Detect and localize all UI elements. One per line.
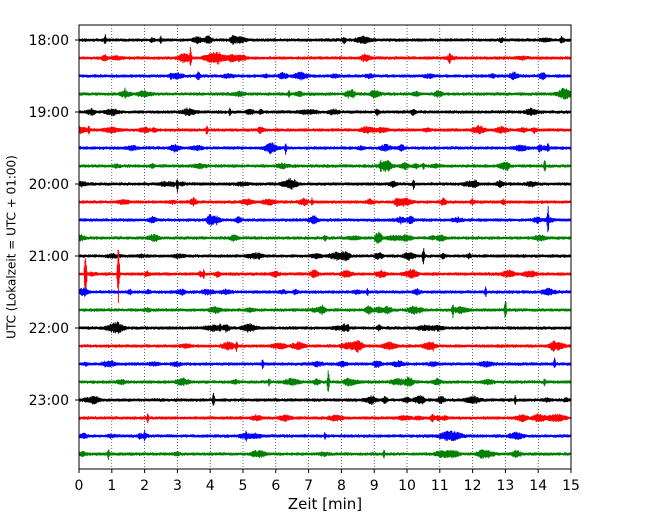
x-tick-label: 12 [464, 478, 482, 494]
trace-2215 [78, 340, 572, 353]
trace-2130 [78, 286, 572, 297]
trace-2100 [78, 248, 572, 265]
x-tick-label: 5 [239, 478, 248, 494]
x-tick-label: 11 [431, 478, 449, 494]
trace-2115 [78, 249, 572, 304]
trace-1815 [78, 46, 572, 66]
y-tick-label: 19:00 [29, 105, 69, 121]
vertical-gridlines [111, 25, 539, 469]
trace-1845 [78, 87, 572, 100]
trace-2045 [78, 231, 572, 244]
trace-1930 [78, 142, 572, 155]
trace-2030 [78, 206, 572, 233]
trace-2145 [78, 301, 572, 319]
x-tick-label: 2 [140, 478, 149, 494]
x-tick-label: 8 [337, 478, 346, 494]
trace-2015 [78, 197, 572, 207]
seismogram-traces [78, 34, 572, 461]
y-axis-ticks: 18:00 19:00 20:00 21:00 22:00 23:00 [29, 33, 79, 409]
trace-1800 [78, 34, 572, 45]
x-tick-label: 6 [271, 478, 280, 494]
trace-2230 [78, 357, 572, 370]
trace-2245 [78, 370, 572, 392]
trace-2345 [78, 449, 572, 461]
y-tick-label: 21:00 [29, 249, 69, 265]
y-tick-label: 22:00 [29, 321, 69, 337]
y-tick-label: 20:00 [29, 177, 69, 193]
trace-2330 [78, 429, 572, 442]
trace-1945 [78, 159, 572, 173]
trace-1830 [78, 71, 572, 81]
y-axis-title: UTC (Lokalzeit = UTC + 01:00) [5, 155, 19, 339]
trace-2000 [78, 177, 572, 193]
x-tick-label: 3 [173, 478, 182, 494]
plot-frame [78, 24, 572, 470]
x-tick-label: 7 [304, 478, 313, 494]
trace-2200 [78, 321, 572, 334]
y-tick-label: 23:00 [29, 393, 69, 409]
x-tick-label: 0 [75, 478, 84, 494]
x-axis-ticks: 0 1 2 3 4 5 6 7 8 9 10 11 12 13 14 15 [75, 469, 580, 494]
x-axis-title: Zeit [min] [288, 495, 362, 513]
x-tick-label: 9 [370, 478, 379, 494]
x-tick-label: 14 [529, 478, 547, 494]
x-tick-label: 13 [496, 478, 514, 494]
trace-2300 [78, 392, 572, 406]
x-tick-label: 4 [206, 478, 215, 494]
trace-1900 [78, 107, 572, 117]
x-tick-label: 1 [107, 478, 116, 494]
x-tick-label: 10 [398, 478, 416, 494]
trace-2315 [78, 413, 572, 424]
y-tick-label: 18:00 [29, 33, 69, 49]
x-tick-label: 15 [562, 478, 580, 494]
trace-1915 [78, 125, 572, 135]
